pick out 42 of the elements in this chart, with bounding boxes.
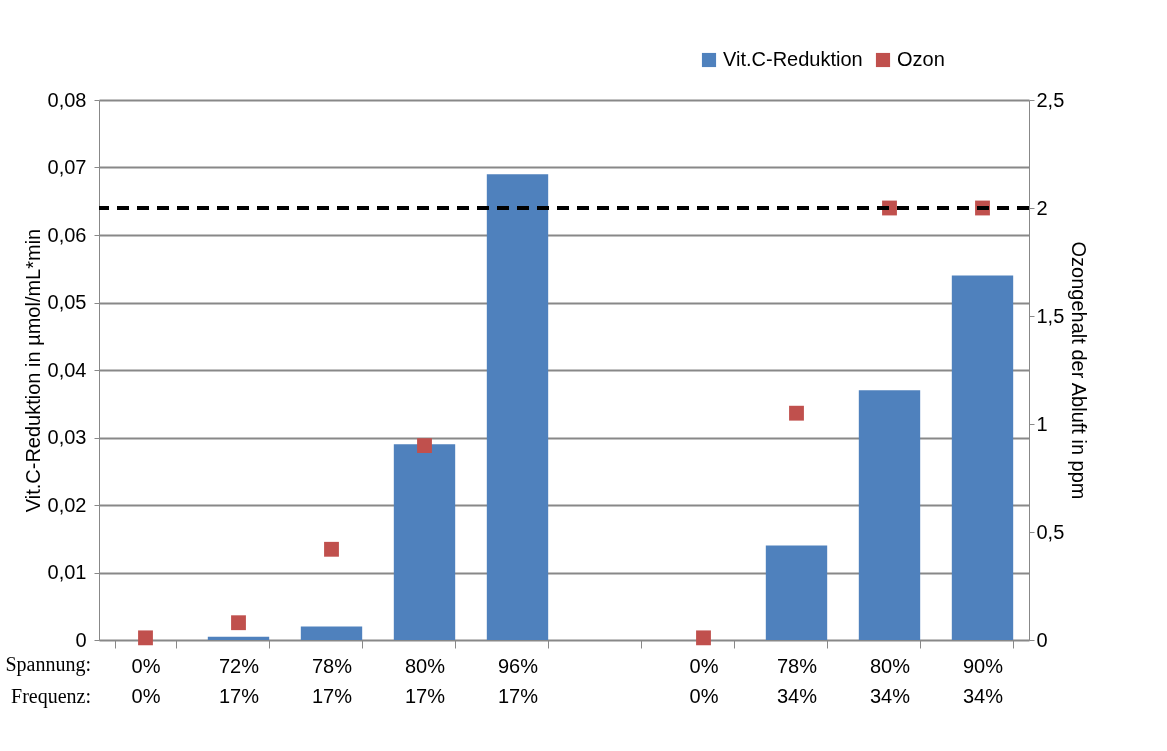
bar [393, 444, 456, 640]
x-tick-label: 0% 0% [131, 654, 161, 707]
point [231, 615, 246, 631]
legend-label: Vit.C-Reduktion [723, 48, 863, 70]
y-tick-label: 0,05 [47, 291, 87, 313]
x-tick-label: 0% 0% [689, 654, 719, 707]
x-tick-label: 90% 34% [962, 654, 1004, 707]
bar [300, 626, 363, 640]
x-tick-label: 72% 17% [218, 654, 260, 707]
y2-tick-label: 1 [1036, 412, 1048, 435]
y-tick-label: 0,06 [47, 223, 87, 246]
x-tick-label: 78% 34% [776, 654, 818, 707]
y-tick-label: 0,01 [47, 561, 87, 583]
bar [765, 545, 828, 640]
bar [951, 275, 1014, 640]
text: Frequenz: [11, 685, 91, 708]
y-tick-label: 0,08 [47, 88, 87, 111]
y2-axis-title: Ozongehalt der Abluft in ppm [1068, 241, 1091, 500]
point [324, 541, 339, 557]
x-tick-label: 78% 17% [311, 654, 353, 707]
point [789, 405, 804, 421]
point [696, 630, 711, 646]
legend-label: Ozon [897, 48, 945, 70]
text: Spannung: [5, 653, 91, 676]
point [417, 438, 432, 454]
x-tick-label: 80% 17% [404, 654, 446, 707]
y-tick-label: 0 [75, 628, 87, 651]
x-tick-label: 96% 17% [497, 654, 539, 707]
bar [486, 174, 549, 640]
bar [858, 390, 921, 640]
y2-tick-label: 2 [1036, 196, 1048, 219]
y-tick-label: 0,04 [47, 358, 87, 381]
point [138, 630, 153, 646]
y-axis-title: Vit.C-Reduktion in µmol/mL*min [21, 228, 44, 513]
y-tick-label: 0,02 [47, 493, 87, 516]
y-tick-label: 0,07 [47, 156, 87, 178]
x-tick-label: 80% 34% [869, 654, 911, 707]
y-tick-label: 0,03 [47, 426, 87, 448]
y2-tick-label: 0 [1036, 628, 1048, 651]
y2-tick-label: 2,5 [1036, 88, 1065, 111]
y2-tick-label: 0,5 [1036, 520, 1065, 543]
y2-tick-label: 1,5 [1036, 304, 1065, 327]
